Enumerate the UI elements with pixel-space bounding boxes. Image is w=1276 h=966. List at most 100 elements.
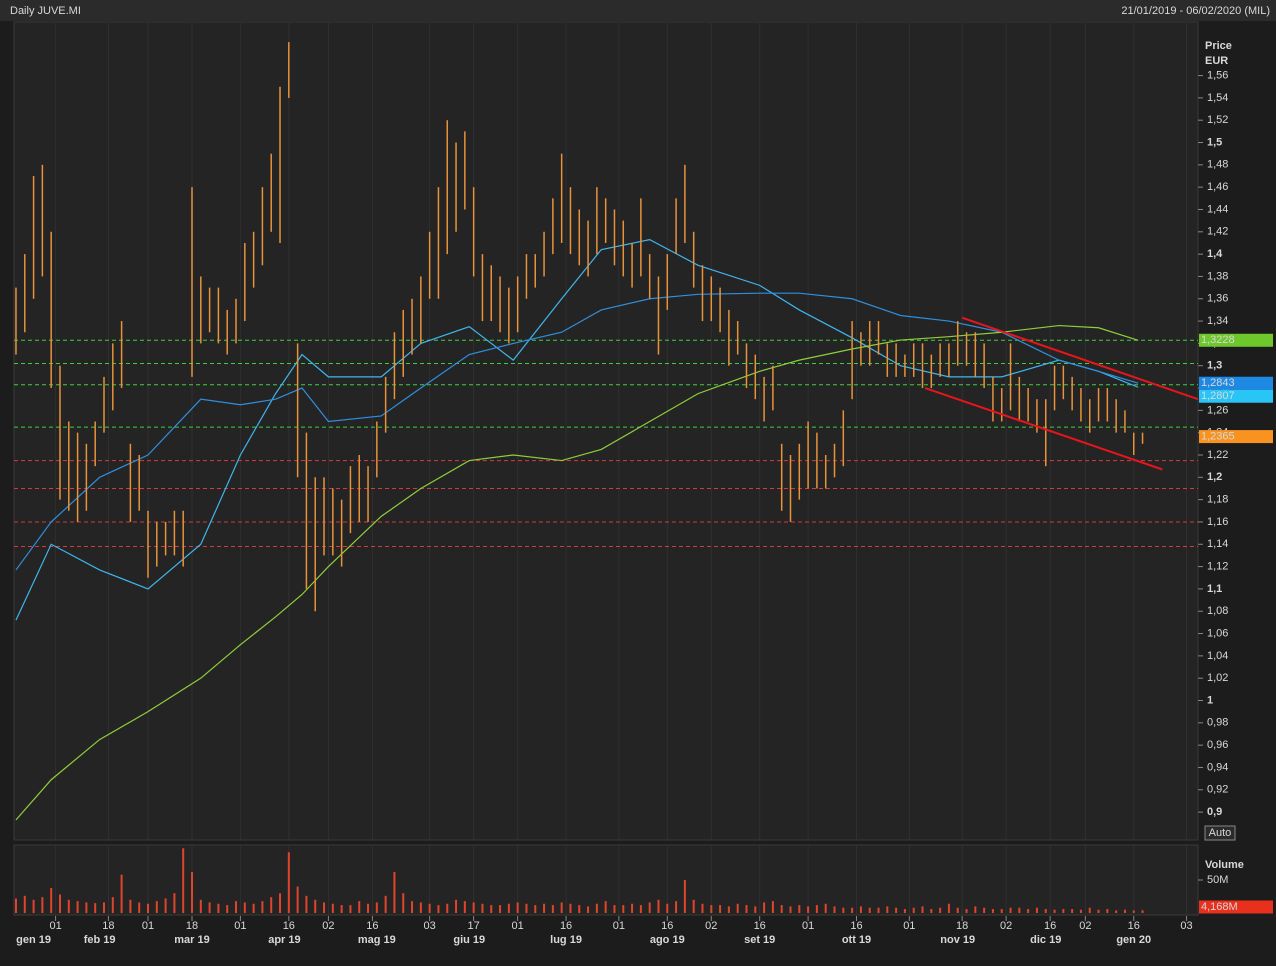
- volume-bar: [85, 902, 88, 913]
- volume-bar: [428, 903, 431, 913]
- volume-bar: [1088, 907, 1091, 913]
- volume-bar: [956, 907, 959, 913]
- y-tick-label: 1,54: [1207, 92, 1228, 104]
- auto-button-label[interactable]: Auto: [1209, 827, 1232, 839]
- volume-bar: [595, 903, 598, 913]
- y-axis-title: Price: [1205, 40, 1232, 52]
- volume-bar: [252, 903, 255, 913]
- y-tick-label: 1,3: [1207, 360, 1222, 372]
- x-tick-label: 01: [234, 920, 246, 932]
- x-tick-label: 01: [903, 920, 915, 932]
- volume-bar: [824, 903, 827, 913]
- month-label: apr 19: [268, 934, 300, 946]
- volume-bar: [771, 901, 774, 913]
- y-tick-label: 1,36: [1207, 293, 1228, 305]
- volume-bar: [939, 907, 942, 913]
- y-tick-label: 1,18: [1207, 494, 1228, 506]
- volume-bar: [1123, 909, 1126, 913]
- y-tick-label: 0,98: [1207, 717, 1228, 729]
- volume-bar: [780, 905, 783, 913]
- volume-bar: [851, 907, 854, 913]
- volume-bar: [991, 909, 994, 913]
- volume-bar: [305, 895, 308, 913]
- volume-bar: [129, 899, 132, 913]
- volume-bar: [323, 902, 326, 913]
- x-tick-label: 17: [468, 920, 480, 932]
- month-label: giu 19: [453, 934, 485, 946]
- volume-bar: [604, 901, 607, 913]
- x-tick-label: 01: [142, 920, 154, 932]
- x-tick-label: 18: [186, 920, 198, 932]
- y-tick-label: 1,38: [1207, 270, 1228, 282]
- volume-bar: [1141, 910, 1144, 913]
- month-label: gen 19: [16, 934, 51, 946]
- auto-button[interactable]: [1204, 825, 1236, 841]
- volume-bar: [349, 905, 352, 913]
- volume-bar: [58, 894, 61, 913]
- x-tick-label: 16: [1044, 920, 1056, 932]
- y-tick-label: 1,56: [1207, 69, 1228, 81]
- volume-bar: [965, 909, 968, 913]
- y-tick-label: 0,96: [1207, 739, 1228, 751]
- volume-bar: [296, 886, 299, 913]
- x-tick-label: 16: [560, 920, 572, 932]
- x-tick-label: 03: [1180, 920, 1192, 932]
- price-tag-label: 1,3228: [1201, 334, 1235, 346]
- price-panel: [13, 21, 1199, 841]
- x-tick-label: 16: [850, 920, 862, 932]
- volume-bar: [560, 902, 563, 913]
- volume-bar: [666, 903, 669, 913]
- volume-bar: [974, 906, 977, 913]
- y-tick-label: 1: [1207, 694, 1213, 706]
- volume-bar: [164, 898, 167, 913]
- volume-bar: [534, 905, 537, 913]
- volume-bar: [155, 901, 158, 913]
- volume-bar: [463, 901, 466, 913]
- volume-bar: [701, 903, 704, 913]
- volume-bar: [1079, 909, 1082, 913]
- volume-bar: [411, 901, 414, 913]
- volume-tag-label: 4,168M: [1201, 901, 1238, 913]
- price-tag: [1199, 333, 1273, 347]
- x-tick-label: 01: [802, 920, 814, 932]
- volume-bar: [331, 903, 334, 913]
- y-tick-label: 1,08: [1207, 605, 1228, 617]
- volume-bar: [525, 903, 528, 913]
- volume-bar: [191, 872, 194, 913]
- volume-bar: [111, 897, 114, 913]
- volume-bar: [886, 906, 889, 913]
- volume-bar: [367, 903, 370, 913]
- volume-bar: [419, 902, 422, 913]
- x-tick-label: 16: [661, 920, 673, 932]
- y-tick-label: 0,9: [1207, 806, 1222, 818]
- x-tick-label: 03: [424, 920, 436, 932]
- x-tick-label: 02: [1000, 920, 1012, 932]
- volume-bar: [102, 902, 105, 913]
- volume-bar: [243, 902, 246, 913]
- volume-bar: [895, 907, 898, 913]
- volume-bar: [877, 907, 880, 913]
- volume-bar: [314, 899, 317, 913]
- x-tick-label: 16: [366, 920, 378, 932]
- y-tick-label: 1,16: [1207, 516, 1228, 528]
- volume-bar: [613, 905, 616, 913]
- volume-bar: [1009, 907, 1012, 913]
- volume-bar: [1000, 909, 1003, 913]
- volume-bar: [261, 901, 264, 913]
- y-tick-label: 1,02: [1207, 672, 1228, 684]
- volume-bar: [41, 897, 44, 913]
- x-tick-label: 16: [754, 920, 766, 932]
- price-tag-label: 1,2843: [1201, 377, 1235, 389]
- trendline: [961, 316, 1199, 401]
- volume-tag: [1199, 900, 1273, 914]
- volume-bar: [1027, 909, 1030, 913]
- volume-bar: [270, 897, 273, 913]
- x-tick-label: 02: [322, 920, 334, 932]
- volume-bar: [1044, 909, 1047, 913]
- volume-bar: [569, 903, 572, 913]
- month-label: dic 19: [1030, 934, 1061, 946]
- volume-bar: [903, 909, 906, 913]
- volume-bar: [235, 901, 238, 913]
- volume-bar: [692, 899, 695, 913]
- volume-bar: [358, 901, 361, 913]
